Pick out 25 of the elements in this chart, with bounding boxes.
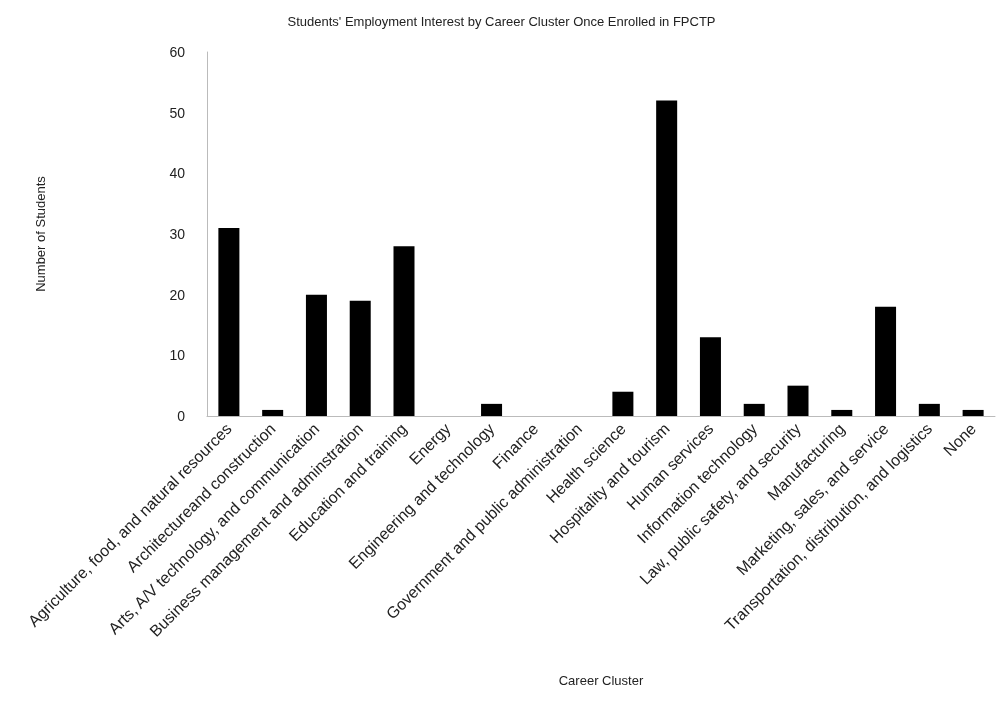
chart-title: Students' Employment Interest by Career Cluster Once Enrolled in FPCTP (287, 14, 716, 29)
y-tick-label: 60 (169, 44, 186, 60)
bar (262, 409, 284, 416)
bar (481, 403, 503, 416)
y-tick-label: 40 (169, 165, 186, 182)
bar (393, 246, 415, 416)
y-tick-label: 20 (169, 286, 186, 303)
bar (962, 409, 984, 416)
bar (743, 403, 765, 416)
bar (699, 337, 721, 416)
bar (918, 403, 940, 416)
y-tick-label: 10 (169, 347, 186, 364)
bar (875, 306, 897, 416)
x-axis-title: Career Cluster (558, 673, 644, 688)
bar (218, 227, 240, 416)
y-axis-title: Number of Students (33, 175, 48, 292)
bar (656, 100, 678, 416)
y-tick-label: 30 (169, 226, 186, 242)
bar (305, 294, 327, 416)
y-tick-label: 50 (169, 104, 186, 121)
bar (787, 385, 809, 416)
bar (349, 300, 371, 416)
y-tick-label: 0 (177, 408, 186, 424)
bar (831, 409, 853, 416)
bar (612, 391, 634, 416)
